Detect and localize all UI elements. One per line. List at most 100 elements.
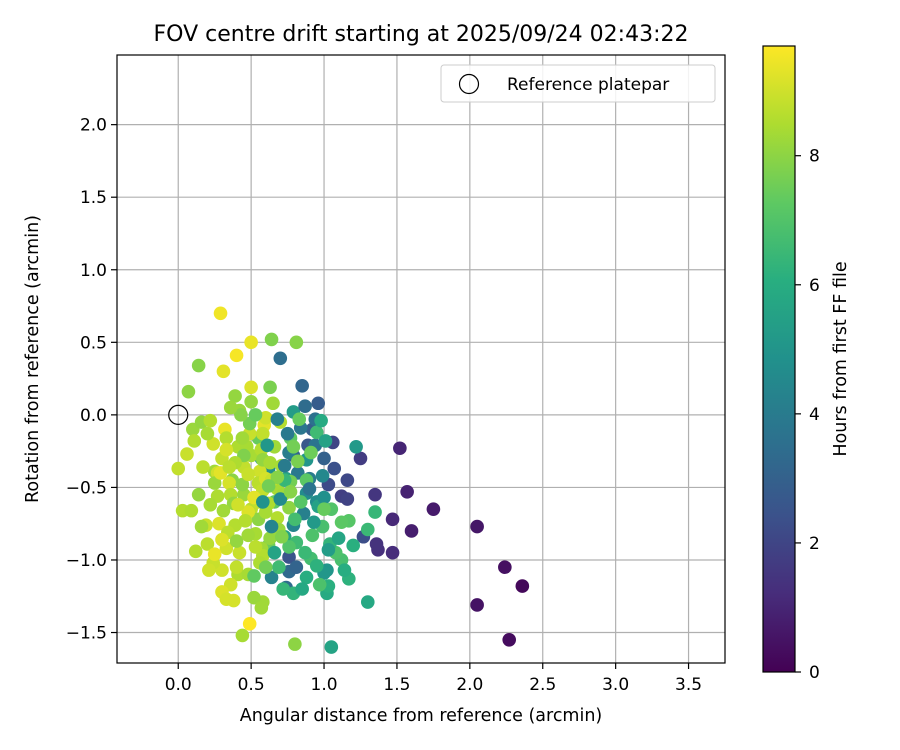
scatter-point <box>324 640 339 654</box>
scatter-point <box>272 560 286 575</box>
y-tick-label: −1.0 <box>66 551 107 571</box>
scatter-point <box>283 484 298 499</box>
scatter-point <box>241 528 256 543</box>
scatter-point <box>282 550 296 564</box>
scatter-point <box>202 563 216 577</box>
scatter-point <box>264 570 279 585</box>
scatter-point <box>215 532 229 547</box>
scatter-point <box>307 515 321 530</box>
scatter-point <box>219 431 234 445</box>
scatter-point <box>247 569 261 583</box>
scatter-point <box>266 396 280 411</box>
y-axis-ticks: −1.5 −1.0 −0.5 0.0 0.5 1.0 1.5 2.0 <box>66 116 117 644</box>
scatter-point <box>311 396 326 411</box>
colorbar-tick-label: 2 <box>809 534 820 554</box>
scatter-point <box>207 476 222 490</box>
scatter-point <box>426 502 441 516</box>
x-tick-label: 0.0 <box>165 675 192 695</box>
scatter-point <box>298 399 312 413</box>
scatter-point <box>286 439 301 454</box>
scatter-point <box>288 512 302 527</box>
scatter-point <box>360 522 375 537</box>
colorbar-frame <box>762 45 796 673</box>
scatter-point <box>393 441 407 456</box>
scatter-point <box>237 487 251 502</box>
x-tick-label: 2.0 <box>456 675 483 695</box>
colorbar-tick-label: 0 <box>809 663 820 683</box>
legend: Reference platepar <box>440 64 716 103</box>
scatter-point <box>298 545 312 560</box>
scatter-point <box>312 577 327 592</box>
scatter-point <box>385 512 400 527</box>
legend-reference-marker <box>458 73 480 95</box>
scatter-point <box>219 442 234 457</box>
scatter-point <box>207 547 222 561</box>
scatter-point <box>309 425 324 440</box>
reference-platepar-marker <box>168 404 189 425</box>
scatter-point <box>470 598 484 612</box>
scatter-point <box>187 434 202 448</box>
scatter-point <box>258 410 273 425</box>
scatter-point <box>321 543 336 557</box>
scatter-point <box>515 579 530 593</box>
scatter-point <box>241 467 256 482</box>
scatter-point <box>264 519 279 534</box>
scatter-point <box>317 451 331 466</box>
y-tick-label: 1.0 <box>80 261 107 281</box>
x-tick-label: 1.0 <box>311 675 338 695</box>
scatter-point <box>200 426 215 441</box>
scatter-point <box>244 380 258 395</box>
scatter-point <box>360 595 375 609</box>
scatter-points <box>171 306 530 654</box>
scatter-point <box>206 437 221 451</box>
scatter-point <box>191 358 206 373</box>
scatter-point <box>203 413 218 428</box>
scatter-point <box>369 537 384 551</box>
scatter-point <box>256 426 270 441</box>
scatter-point <box>256 495 270 509</box>
scatter-point <box>212 516 226 531</box>
scatter-point <box>188 544 203 559</box>
scatter-point <box>222 460 237 474</box>
scatter-point <box>304 445 318 460</box>
scatter-point <box>334 515 349 530</box>
scatter-point <box>248 408 263 422</box>
colorbar <box>763 46 795 672</box>
scatter-point <box>244 335 258 350</box>
scatter-point <box>235 628 250 643</box>
scatter-point <box>346 538 361 553</box>
colorbar-tick-label: 6 <box>809 276 820 296</box>
scatter-point <box>191 487 206 502</box>
scatter-point <box>295 582 309 596</box>
scatter-point <box>293 495 308 509</box>
scatter-point <box>353 451 368 466</box>
scatter-point <box>222 476 237 490</box>
scatter-point <box>404 524 419 538</box>
scatter-point <box>258 560 273 575</box>
scatter-point <box>470 519 484 534</box>
scatter-point <box>231 498 245 512</box>
scatter-point <box>219 592 234 606</box>
scatter-point <box>260 438 274 453</box>
scatter-point <box>368 505 382 519</box>
y-tick-label: −1.5 <box>66 624 107 644</box>
scatter-point <box>244 395 258 409</box>
scatter-point <box>274 529 289 544</box>
scatter-point <box>309 558 324 573</box>
scatter-point <box>368 487 382 502</box>
legend-box <box>440 64 716 103</box>
scatter-point <box>248 540 263 554</box>
scatter-point <box>400 484 414 499</box>
scatter-point <box>238 513 253 528</box>
scatter-point <box>263 380 277 395</box>
scatter-point <box>229 560 244 575</box>
reference-layer <box>168 404 189 425</box>
scatter-point <box>194 519 209 534</box>
scatter-point <box>264 332 279 347</box>
scatter-point <box>213 306 228 321</box>
scatter-point <box>263 455 277 470</box>
scatter-point <box>273 492 288 506</box>
y-tick-label: 0.0 <box>80 406 107 426</box>
scatter-point <box>282 540 296 554</box>
y-tick-label: 2.0 <box>80 116 107 136</box>
